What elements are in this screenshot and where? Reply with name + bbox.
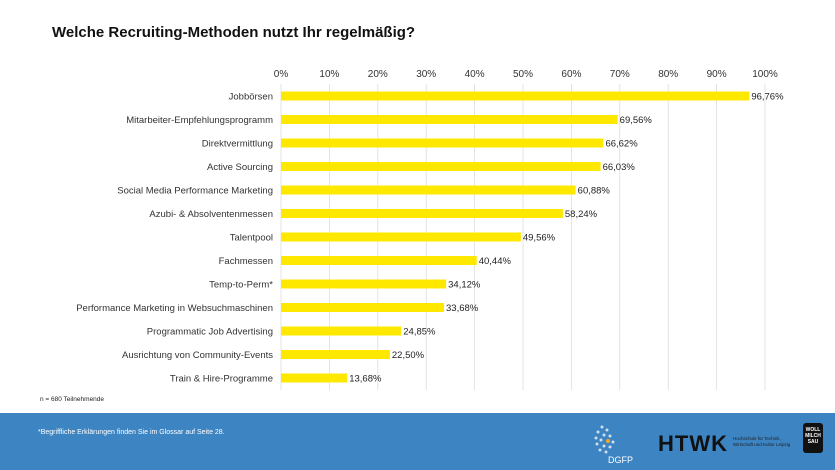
x-tick-label: 0%: [274, 69, 289, 80]
chart-title: Welche Recruiting-Methoden nutzt Ihr reg…: [52, 24, 416, 41]
data-label: 33,68%: [446, 303, 479, 314]
htwk-logo: HTWK: [658, 431, 728, 456]
category-label: Performance Marketing in Websuchmaschine…: [76, 303, 273, 314]
data-label: 13,68%: [349, 374, 382, 385]
data-label: 40,44%: [479, 256, 512, 267]
svg-text:DGFP: DGFP: [608, 455, 633, 465]
x-tick-label: 30%: [416, 69, 436, 80]
x-tick-label: 70%: [610, 69, 630, 80]
category-label: Programmatic Job Advertising: [147, 327, 273, 338]
sample-size-note: n = 680 Teilnehmende: [40, 396, 105, 403]
category-label: Direktvermittlung: [202, 139, 273, 150]
data-label: 66,62%: [605, 139, 638, 150]
category-label: Azubi- & Absolventenmessen: [149, 209, 273, 220]
bar: [281, 350, 390, 359]
x-tick-label: 10%: [319, 69, 339, 80]
bar: [281, 162, 601, 171]
bar: [281, 209, 563, 218]
bar: [281, 138, 604, 148]
bar: [281, 256, 477, 265]
x-tick-label: 50%: [513, 69, 533, 80]
dgfp-logo: DGFP: [588, 419, 636, 465]
bar: [281, 279, 447, 289]
x-tick-label: 40%: [465, 69, 485, 80]
bar: [281, 115, 618, 124]
category-label: Active Sourcing: [207, 162, 273, 173]
category-label: Train & Hire-Programme: [170, 374, 273, 385]
x-tick-label: 80%: [658, 69, 678, 80]
category-label: Jobbörsen: [229, 92, 273, 103]
x-tick-label: 90%: [707, 69, 727, 80]
htwk-subtitle: Hochschule für Technik, Wirtschaft und K…: [733, 436, 791, 447]
x-tick-label: 20%: [368, 69, 388, 80]
category-label: Temp-to-Perm*: [209, 280, 273, 291]
data-label: 24,85%: [403, 327, 436, 338]
data-label: 22,50%: [392, 350, 425, 361]
bar: [281, 91, 750, 101]
bar: [281, 373, 348, 383]
data-label: 49,56%: [523, 233, 556, 244]
data-label: 66,03%: [603, 162, 636, 173]
x-tick-label: 60%: [561, 69, 581, 80]
data-label: 34,12%: [448, 280, 481, 291]
glossary-footnote: *Begriffliche Erklärungen finden Sie im …: [38, 429, 225, 436]
bar-chart: 0% 10% 20% 30% 40% 50% 60% 70% 80% 90% 100% Jobbörs…: [76, 69, 784, 390]
x-tick-label: 100%: [752, 69, 778, 80]
footer-band: *Begriffliche Erklärungen finden Sie im …: [0, 413, 835, 470]
category-label: Mitarbeiter-Empfehlungsprogramm: [126, 115, 273, 126]
bar: [281, 232, 521, 242]
data-label: 58,24%: [565, 209, 598, 220]
data-label: 60,88%: [578, 186, 611, 197]
bar: [281, 185, 576, 195]
bar: [281, 303, 445, 312]
wollmilchsau-logo: WOLL MILCH SAU: [803, 423, 823, 453]
data-label: 69,56%: [620, 115, 653, 126]
category-label: Ausrichtung von Community-Events: [122, 350, 273, 361]
category-label: Social Media Performance Marketing: [117, 186, 273, 197]
bar: [281, 326, 402, 336]
category-label: Fachmessen: [219, 256, 273, 267]
data-label: 96,76%: [751, 92, 784, 103]
category-label: Talentpool: [230, 233, 273, 244]
